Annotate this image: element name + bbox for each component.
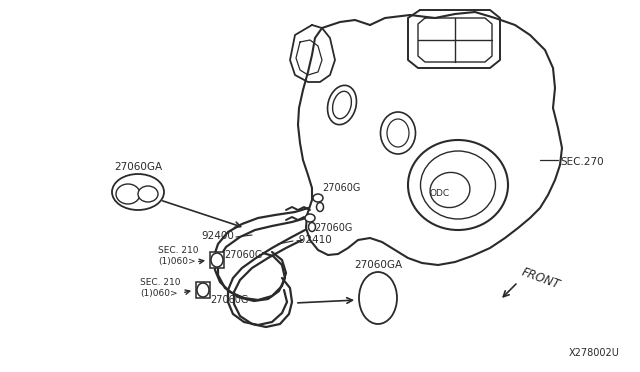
Ellipse shape (328, 85, 356, 125)
Text: -92410: -92410 (295, 235, 332, 245)
Ellipse shape (387, 119, 409, 147)
Polygon shape (196, 282, 210, 298)
Text: 27060G: 27060G (314, 223, 353, 233)
Ellipse shape (197, 283, 209, 297)
Text: SEC.270: SEC.270 (560, 157, 604, 167)
Text: SEC. 210
(1)060>: SEC. 210 (1)060> (140, 278, 180, 298)
Text: 27060G: 27060G (210, 295, 248, 305)
Ellipse shape (308, 222, 316, 231)
Ellipse shape (211, 253, 223, 267)
Ellipse shape (305, 214, 315, 222)
Ellipse shape (112, 174, 164, 210)
Text: FRONT: FRONT (520, 266, 562, 292)
Text: 92400: 92400 (201, 231, 234, 241)
Text: ODC: ODC (430, 189, 450, 198)
Text: X278002U: X278002U (569, 348, 620, 358)
Ellipse shape (359, 272, 397, 324)
Text: 27060G: 27060G (322, 183, 360, 193)
Polygon shape (210, 252, 224, 268)
Ellipse shape (381, 112, 415, 154)
Ellipse shape (408, 140, 508, 230)
Ellipse shape (317, 202, 323, 212)
Ellipse shape (333, 91, 351, 119)
Ellipse shape (313, 194, 323, 202)
Text: 27060GA: 27060GA (354, 260, 402, 270)
Ellipse shape (116, 184, 140, 204)
Ellipse shape (420, 151, 495, 219)
Text: 27060GA: 27060GA (114, 162, 162, 172)
Text: 27060G: 27060G (224, 250, 262, 260)
Ellipse shape (138, 186, 158, 202)
Text: SEC. 210
(1)060>: SEC. 210 (1)060> (158, 246, 198, 266)
